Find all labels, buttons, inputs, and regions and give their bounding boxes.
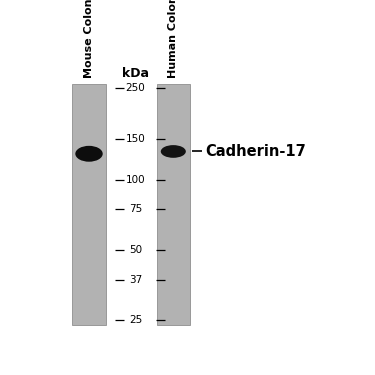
Text: kDa: kDa: [122, 67, 149, 80]
Text: 100: 100: [126, 175, 146, 185]
Text: 250: 250: [126, 83, 146, 93]
Text: 25: 25: [129, 315, 142, 325]
Text: Mouse Colon: Mouse Colon: [84, 0, 94, 78]
Ellipse shape: [75, 146, 103, 162]
Bar: [72, 84, 106, 325]
Ellipse shape: [161, 145, 186, 158]
Text: 50: 50: [129, 245, 142, 255]
Bar: [157, 84, 190, 325]
Text: 75: 75: [129, 204, 142, 214]
Text: 37: 37: [129, 275, 142, 285]
Text: Cadherin-17: Cadherin-17: [205, 144, 306, 159]
Text: Human Colon: Human Colon: [168, 0, 178, 78]
Text: 150: 150: [126, 134, 146, 144]
